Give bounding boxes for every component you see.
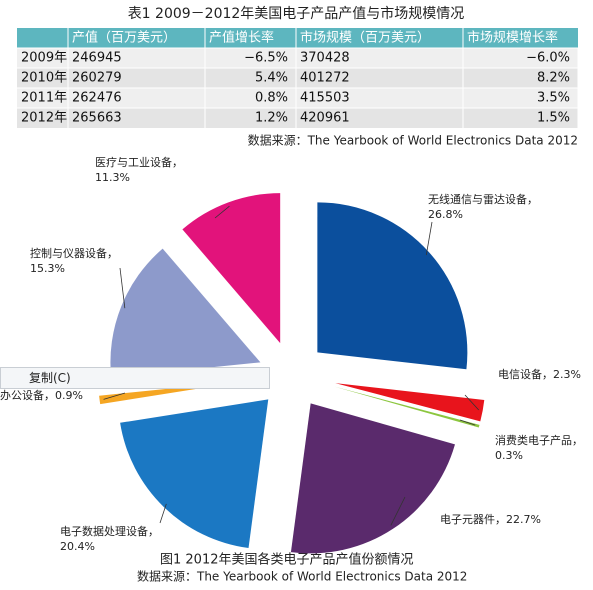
- table-cell: 370428: [300, 51, 350, 66]
- table-row-bg: [17, 88, 578, 108]
- table-cell: 2009年: [21, 51, 67, 66]
- table-cell: −6.5%: [244, 51, 288, 66]
- table-source: 数据来源：The Yearbook of World Electronics D…: [248, 133, 578, 148]
- slice-value: 26.8%: [428, 208, 463, 221]
- table-cell: 246945: [72, 51, 122, 66]
- slice-label: 电子数据处理设备，: [60, 524, 159, 538]
- leader-line: [214, 205, 230, 219]
- leader-line: [119, 267, 126, 309]
- leader-line: [103, 392, 126, 400]
- pie-slice: [335, 383, 485, 422]
- slice-value: 11.3%: [95, 171, 130, 184]
- pie-slice: [120, 399, 269, 549]
- table-header-cell: 市场规模增长率: [467, 30, 558, 46]
- table-cell: 5.4%: [255, 71, 288, 86]
- slice-label: 控制与仪器设备，: [30, 246, 118, 260]
- table-cell: 2011年: [21, 91, 67, 106]
- slice-name: 办公设备，: [0, 388, 55, 402]
- pie-slice: [334, 386, 480, 428]
- slice-value: 22.7%: [506, 513, 541, 526]
- table-header-bg: [17, 28, 578, 48]
- table-cell: 3.5%: [537, 91, 570, 106]
- table-row-bg: [17, 68, 578, 88]
- table-cell: −6.0%: [526, 51, 570, 66]
- table-cell: 2010年: [21, 71, 67, 86]
- pie-slice: [182, 193, 281, 344]
- table-cell: 1.2%: [255, 111, 288, 126]
- slice-value: 2.3%: [553, 368, 581, 381]
- table-row-bg: [17, 48, 578, 68]
- slice-label: 无线通信与雷达设备，: [428, 192, 538, 206]
- table-cell: 1.5%: [537, 111, 570, 126]
- pie-slice: [110, 248, 261, 378]
- table-title: 表1 2009－2012年美国电子产品产值与市场规模情况: [128, 5, 465, 22]
- leader-line: [159, 503, 167, 524]
- table-header-cell: 产值（百万美元）: [72, 30, 176, 46]
- figure-source: 数据来源：The Yearbook of World Electronics D…: [137, 569, 467, 584]
- table-cell: 0.8%: [255, 91, 288, 106]
- pie-slice: [290, 403, 455, 554]
- table-header-cell: 产值增长率: [209, 30, 274, 46]
- table-row-bg: [17, 108, 578, 128]
- slice-name: 电子元器件，: [440, 513, 506, 526]
- table-cell: 265663: [72, 111, 122, 126]
- table-cell: 2012年: [21, 111, 67, 126]
- slice-value: 0.3%: [495, 449, 523, 462]
- table-cell: 401272: [300, 71, 350, 86]
- slice-value: 15.3%: [30, 262, 65, 275]
- leader-line: [464, 394, 480, 411]
- table-header-cell: 市场规模（百万美元）: [300, 30, 430, 46]
- pie-slice: [317, 202, 468, 370]
- slice-value: 0.9%: [55, 389, 83, 402]
- table-cell: 260279: [72, 71, 122, 86]
- leader-line: [390, 496, 406, 526]
- table-cell: 8.2%: [537, 71, 570, 86]
- leader-line: [425, 221, 433, 256]
- table-cell: 420961: [300, 111, 350, 126]
- figure-caption: 图1 2012年美国各类电子产品产值份额情况: [160, 552, 414, 568]
- slice-label: 电信设备，2.3%: [498, 367, 581, 381]
- leader-line: [459, 419, 476, 426]
- slice-label: 办公设备，0.9%: [0, 388, 83, 402]
- table-cell: 262476: [72, 91, 122, 106]
- slice-label: 医疗与工业设备，: [95, 155, 183, 169]
- slice-label: 电子元器件，22.7%: [440, 513, 541, 526]
- context-menu-item[interactable]: 复制(C): [0, 367, 270, 389]
- slice-value: 20.4%: [60, 540, 95, 553]
- slice-label: 消费类电子产品，: [495, 433, 583, 447]
- slice-name: 电信设备，: [498, 367, 553, 381]
- table-cell: 415503: [300, 91, 350, 106]
